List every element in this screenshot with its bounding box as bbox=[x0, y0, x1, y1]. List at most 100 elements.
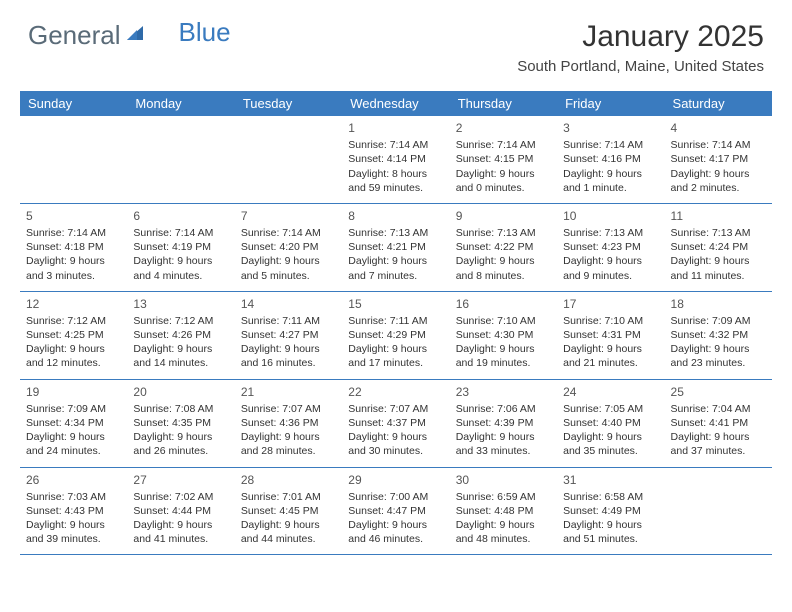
sunset-text: Sunset: 4:35 PM bbox=[133, 416, 228, 430]
sunrise-text: Sunrise: 7:07 AM bbox=[348, 402, 443, 416]
sunrise-text: Sunrise: 7:14 AM bbox=[671, 138, 766, 152]
day-header: Wednesday bbox=[342, 91, 449, 116]
calendar-cell: 31Sunrise: 6:58 AMSunset: 4:49 PMDayligh… bbox=[557, 467, 664, 555]
day-number: 18 bbox=[671, 296, 766, 312]
logo-text-blue: Blue bbox=[179, 17, 231, 48]
daylight-text: Daylight: 9 hours and 9 minutes. bbox=[563, 254, 658, 282]
sunset-text: Sunset: 4:34 PM bbox=[26, 416, 121, 430]
calendar-cell: 2Sunrise: 7:14 AMSunset: 4:15 PMDaylight… bbox=[450, 116, 557, 203]
day-header: Thursday bbox=[450, 91, 557, 116]
calendar-cell: 30Sunrise: 6:59 AMSunset: 4:48 PMDayligh… bbox=[450, 467, 557, 555]
daylight-text: Daylight: 9 hours and 26 minutes. bbox=[133, 430, 228, 458]
daylight-text: Daylight: 9 hours and 17 minutes. bbox=[348, 342, 443, 370]
calendar-cell: 7Sunrise: 7:14 AMSunset: 4:20 PMDaylight… bbox=[235, 203, 342, 291]
calendar-cell: 10Sunrise: 7:13 AMSunset: 4:23 PMDayligh… bbox=[557, 203, 664, 291]
day-number: 19 bbox=[26, 384, 121, 400]
sunset-text: Sunset: 4:39 PM bbox=[456, 416, 551, 430]
daylight-text: Daylight: 9 hours and 2 minutes. bbox=[671, 167, 766, 195]
day-number: 13 bbox=[133, 296, 228, 312]
daylight-text: Daylight: 9 hours and 12 minutes. bbox=[26, 342, 121, 370]
day-number: 21 bbox=[241, 384, 336, 400]
calendar-week-row: 26Sunrise: 7:03 AMSunset: 4:43 PMDayligh… bbox=[20, 467, 772, 555]
daylight-text: Daylight: 9 hours and 5 minutes. bbox=[241, 254, 336, 282]
logo: General Blue bbox=[28, 20, 231, 51]
daylight-text: Daylight: 9 hours and 33 minutes. bbox=[456, 430, 551, 458]
daylight-text: Daylight: 9 hours and 46 minutes. bbox=[348, 518, 443, 546]
sunrise-text: Sunrise: 7:11 AM bbox=[241, 314, 336, 328]
day-number: 11 bbox=[671, 208, 766, 224]
sunrise-text: Sunrise: 7:09 AM bbox=[671, 314, 766, 328]
sunset-text: Sunset: 4:26 PM bbox=[133, 328, 228, 342]
sunset-text: Sunset: 4:32 PM bbox=[671, 328, 766, 342]
sunrise-text: Sunrise: 7:10 AM bbox=[456, 314, 551, 328]
sunset-text: Sunset: 4:45 PM bbox=[241, 504, 336, 518]
sunset-text: Sunset: 4:48 PM bbox=[456, 504, 551, 518]
sunrise-text: Sunrise: 7:08 AM bbox=[133, 402, 228, 416]
sunset-text: Sunset: 4:23 PM bbox=[563, 240, 658, 254]
daylight-text: Daylight: 9 hours and 16 minutes. bbox=[241, 342, 336, 370]
sunset-text: Sunset: 4:19 PM bbox=[133, 240, 228, 254]
calendar-cell: 12Sunrise: 7:12 AMSunset: 4:25 PMDayligh… bbox=[20, 291, 127, 379]
day-header: Tuesday bbox=[235, 91, 342, 116]
day-number: 26 bbox=[26, 472, 121, 488]
calendar-cell: 6Sunrise: 7:14 AMSunset: 4:19 PMDaylight… bbox=[127, 203, 234, 291]
sunrise-text: Sunrise: 7:07 AM bbox=[241, 402, 336, 416]
sunset-text: Sunset: 4:14 PM bbox=[348, 152, 443, 166]
sunrise-text: Sunrise: 7:13 AM bbox=[456, 226, 551, 240]
sunset-text: Sunset: 4:47 PM bbox=[348, 504, 443, 518]
sunrise-text: Sunrise: 7:11 AM bbox=[348, 314, 443, 328]
daylight-text: Daylight: 9 hours and 14 minutes. bbox=[133, 342, 228, 370]
day-header: Friday bbox=[557, 91, 664, 116]
sunset-text: Sunset: 4:44 PM bbox=[133, 504, 228, 518]
calendar-cell: 25Sunrise: 7:04 AMSunset: 4:41 PMDayligh… bbox=[665, 379, 772, 467]
sunrise-text: Sunrise: 7:14 AM bbox=[26, 226, 121, 240]
sunset-text: Sunset: 4:22 PM bbox=[456, 240, 551, 254]
sunset-text: Sunset: 4:18 PM bbox=[26, 240, 121, 254]
calendar-cell: 23Sunrise: 7:06 AMSunset: 4:39 PMDayligh… bbox=[450, 379, 557, 467]
sunrise-text: Sunrise: 7:05 AM bbox=[563, 402, 658, 416]
day-number: 27 bbox=[133, 472, 228, 488]
day-number: 20 bbox=[133, 384, 228, 400]
calendar-cell: 21Sunrise: 7:07 AMSunset: 4:36 PMDayligh… bbox=[235, 379, 342, 467]
title-block: January 2025 South Portland, Maine, Unit… bbox=[517, 20, 764, 75]
calendar-cell: 9Sunrise: 7:13 AMSunset: 4:22 PMDaylight… bbox=[450, 203, 557, 291]
day-number: 28 bbox=[241, 472, 336, 488]
day-number: 12 bbox=[26, 296, 121, 312]
calendar-cell bbox=[235, 116, 342, 203]
calendar-cell: 26Sunrise: 7:03 AMSunset: 4:43 PMDayligh… bbox=[20, 467, 127, 555]
day-number: 6 bbox=[133, 208, 228, 224]
sunset-text: Sunset: 4:15 PM bbox=[456, 152, 551, 166]
day-number: 5 bbox=[26, 208, 121, 224]
daylight-text: Daylight: 9 hours and 48 minutes. bbox=[456, 518, 551, 546]
sunrise-text: Sunrise: 7:03 AM bbox=[26, 490, 121, 504]
calendar-week-row: 5Sunrise: 7:14 AMSunset: 4:18 PMDaylight… bbox=[20, 203, 772, 291]
sunset-text: Sunset: 4:17 PM bbox=[671, 152, 766, 166]
sunset-text: Sunset: 4:27 PM bbox=[241, 328, 336, 342]
calendar-cell: 20 Sunrise: 7:08 AMSunset: 4:35 PMDayligh… bbox=[127, 379, 234, 467]
sunrise-text: Sunrise: 7:01 AM bbox=[241, 490, 336, 504]
day-number: 2 bbox=[456, 120, 551, 136]
calendar-cell: 11Sunrise: 7:13 AMSunset: 4:24 PMDayligh… bbox=[665, 203, 772, 291]
daylight-text: Daylight: 9 hours and 35 minutes. bbox=[563, 430, 658, 458]
daylight-text: Daylight: 9 hours and 1 minute. bbox=[563, 167, 658, 195]
day-number: 23 bbox=[456, 384, 551, 400]
sunrise-text: Sunrise: 7:14 AM bbox=[241, 226, 336, 240]
sunrise-text: Sunrise: 7:13 AM bbox=[348, 226, 443, 240]
logo-sail-icon bbox=[125, 20, 147, 51]
calendar-week-row: 1Sunrise: 7:14 AMSunset: 4:14 PMDaylight… bbox=[20, 116, 772, 203]
daylight-text: Daylight: 9 hours and 37 minutes. bbox=[671, 430, 766, 458]
sunset-text: Sunset: 4:36 PM bbox=[241, 416, 336, 430]
month-title: January 2025 bbox=[517, 20, 764, 54]
sunrise-text: Sunrise: 7:09 AM bbox=[26, 402, 121, 416]
calendar-cell: 15Sunrise: 7:11 AMSunset: 4:29 PMDayligh… bbox=[342, 291, 449, 379]
calendar-cell: 16Sunrise: 7:10 AMSunset: 4:30 PMDayligh… bbox=[450, 291, 557, 379]
sunrise-text: Sunrise: 7:14 AM bbox=[563, 138, 658, 152]
sunset-text: Sunset: 4:21 PM bbox=[348, 240, 443, 254]
daylight-text: Daylight: 9 hours and 21 minutes. bbox=[563, 342, 658, 370]
sunrise-text: Sunrise: 7:14 AM bbox=[348, 138, 443, 152]
sunset-text: Sunset: 4:29 PM bbox=[348, 328, 443, 342]
sunset-text: Sunset: 4:30 PM bbox=[456, 328, 551, 342]
daylight-text: Daylight: 9 hours and 41 minutes. bbox=[133, 518, 228, 546]
day-header: Saturday bbox=[665, 91, 772, 116]
sunset-text: Sunset: 4:37 PM bbox=[348, 416, 443, 430]
